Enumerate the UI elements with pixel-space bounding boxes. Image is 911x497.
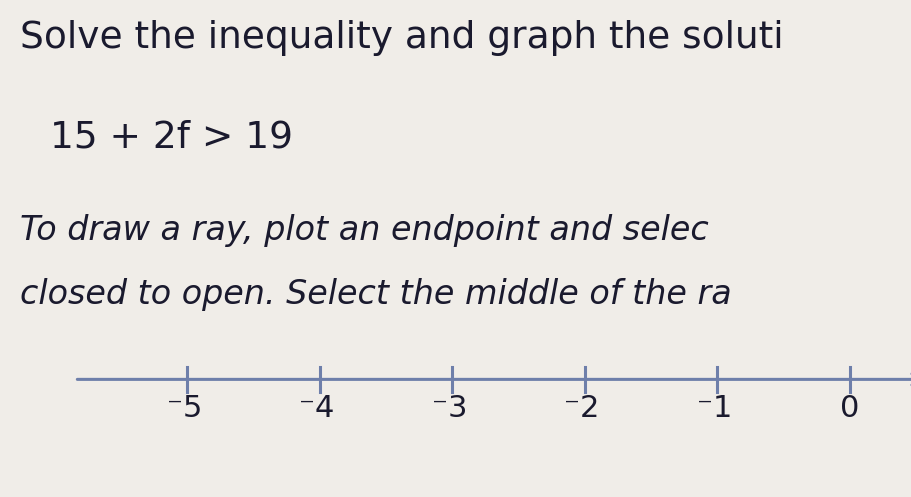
Text: Solve the inequality and graph the soluti: Solve the inequality and graph the solut… <box>20 20 783 56</box>
Text: ⁻5: ⁻5 <box>167 395 202 423</box>
Text: closed to open. Select the middle of the ra: closed to open. Select the middle of the… <box>20 278 732 311</box>
Text: To draw a ray, plot an endpoint and selec: To draw a ray, plot an endpoint and sele… <box>20 214 709 247</box>
Text: ⁻1: ⁻1 <box>697 395 732 423</box>
Text: 15 + 2f > 19: 15 + 2f > 19 <box>50 119 293 155</box>
Text: 0: 0 <box>840 395 859 423</box>
Text: ⁻2: ⁻2 <box>564 395 599 423</box>
Text: ⁻3: ⁻3 <box>432 395 467 423</box>
Text: ⁻4: ⁻4 <box>300 395 334 423</box>
